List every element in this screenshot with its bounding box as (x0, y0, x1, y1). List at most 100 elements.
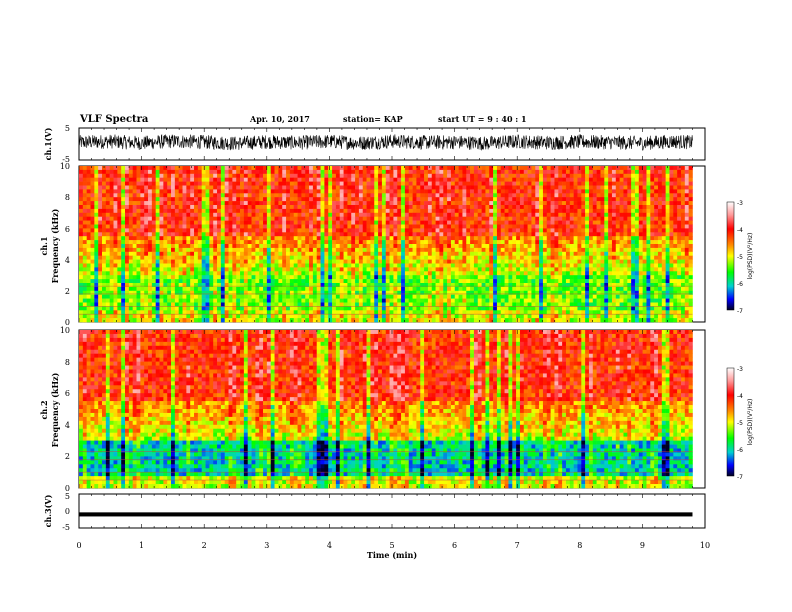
ch1-spec-cell (677, 236, 682, 241)
ch1-spec-cell (247, 216, 252, 221)
ch1-spec-cell (596, 228, 601, 233)
ch1-spec-cell (366, 166, 371, 171)
ch1-spec-cell (358, 275, 364, 280)
ch1-spec-cell (174, 232, 179, 237)
ch1-spec-cell (562, 216, 567, 221)
ch1-spec-cell (217, 228, 222, 233)
ch1-spec-cell (282, 224, 287, 229)
ch1-spec-cell (335, 259, 341, 264)
ch1-spec-cell (278, 275, 283, 280)
ch1-spec-cell (266, 275, 272, 280)
ch1-spec-cell (355, 177, 360, 182)
ch1-spec-cell (247, 232, 252, 237)
ch1-spec-cell (496, 197, 502, 202)
ch1-spec-cell (220, 166, 225, 171)
ch1-spec-cell (339, 236, 344, 241)
ch1-spec-cell (82, 208, 87, 214)
ch1-spec-cell (86, 255, 91, 260)
ch1-spec-cell (439, 228, 444, 233)
ch1-spec-cell (351, 212, 356, 217)
ch1-spec-cell (190, 166, 195, 171)
ch1-spec-cell (473, 208, 479, 214)
ch1-spec-cell (148, 267, 153, 272)
ch1-spec-cell (588, 232, 594, 237)
ch1-spec-cell (178, 220, 183, 225)
ch1-spec-cell (535, 279, 540, 284)
ch1-spec-cell (155, 267, 160, 272)
ch1-spec-cell (489, 240, 494, 245)
ch1-spec-cell (121, 247, 126, 253)
ch1-spec-cell (523, 275, 528, 280)
ch1-spec-cell (332, 212, 337, 217)
ch1-spec-cell (450, 220, 456, 225)
ch1-spec-cell (182, 220, 187, 225)
ch1-spec-cell (546, 251, 551, 256)
ch1-spec-cell (535, 232, 540, 237)
ch1-spec-cell (477, 228, 482, 233)
ch1-spec-cell (627, 259, 632, 264)
ch1-spec-cell (316, 251, 321, 256)
ch1-spec-cell (450, 247, 456, 253)
ch1-spec-cell (408, 236, 413, 241)
ch1-spec-cell (558, 208, 563, 214)
ch1-spec-cell (148, 169, 153, 175)
ch1-spec-cell (443, 181, 448, 186)
ch1-spec-cell (251, 197, 256, 202)
ch1-spec-cell (209, 228, 214, 233)
ch1-spec-cell (289, 247, 295, 253)
ch1-spec-cell (289, 255, 295, 260)
ch1-spec-cell (155, 247, 160, 253)
ch1-spec-cell (320, 271, 325, 276)
ch1-spec-cell (539, 205, 544, 210)
ch1-spec-cell (650, 220, 655, 225)
ch1-spec-cell (424, 166, 429, 171)
ch1-spec-cell (128, 286, 133, 292)
ch1-spec-cell (443, 166, 448, 171)
ch1-spec-cell (631, 283, 636, 288)
ch1-spec-cell (343, 259, 348, 264)
ch1-spec-cell (431, 240, 436, 245)
ch1-spec-cell (661, 263, 666, 268)
ch1-spec-cell (420, 208, 425, 214)
ch1-spec-cell (366, 181, 371, 186)
ch1-spec-cell (105, 177, 110, 182)
ch1-spec-cell (374, 279, 379, 284)
ch1-spec-cell (109, 275, 114, 280)
ch1-spec-cell (673, 255, 678, 260)
ch1-spec-cell (128, 263, 133, 268)
ch1-spec-cell (125, 181, 130, 186)
ch1-spec-cell (680, 181, 686, 186)
ch1-spec-cell (309, 232, 314, 237)
ch1-spec-cell (381, 279, 387, 284)
ch1-spec-cell (684, 220, 689, 225)
ch1-spec-cell (680, 216, 686, 221)
ch1-spec-cell (688, 228, 693, 233)
ch1-spec-cell (420, 185, 425, 190)
ch1-spec-cell (94, 259, 99, 264)
ch1-spec-cell (661, 259, 666, 264)
ch1-spec-cell (209, 247, 214, 253)
ch1-spec-cell (297, 240, 302, 245)
ch1-spec-cell (454, 189, 459, 194)
ch1-spec-cell (470, 185, 475, 190)
ch1-spec-cell (332, 181, 337, 186)
ch1-spec-cell (516, 201, 521, 206)
ch1-spec-cell (420, 173, 425, 178)
ch1-spec-cell (378, 244, 383, 249)
ch1-spec-cell (634, 224, 640, 229)
ch1-spec-cell (347, 251, 352, 256)
ch1-spec-cell (661, 267, 666, 272)
ch1-spec-cell (619, 259, 624, 264)
ch1-spec-cell (646, 185, 651, 190)
ch1-spec-cell (581, 185, 586, 190)
ch1-spec-cell (489, 193, 494, 198)
ch1-spec-cell (657, 205, 663, 210)
ch1-spec-cell (404, 166, 410, 171)
ch1-spec-cell (263, 173, 268, 178)
ch1-spec-cell (282, 247, 287, 253)
ch1-spec-cell (596, 193, 601, 198)
ch1-spec-cell (550, 279, 555, 284)
ch1-spec-cell (109, 244, 114, 249)
ch1-spec-cell (535, 271, 540, 276)
ch1-spec-cell (205, 197, 210, 202)
